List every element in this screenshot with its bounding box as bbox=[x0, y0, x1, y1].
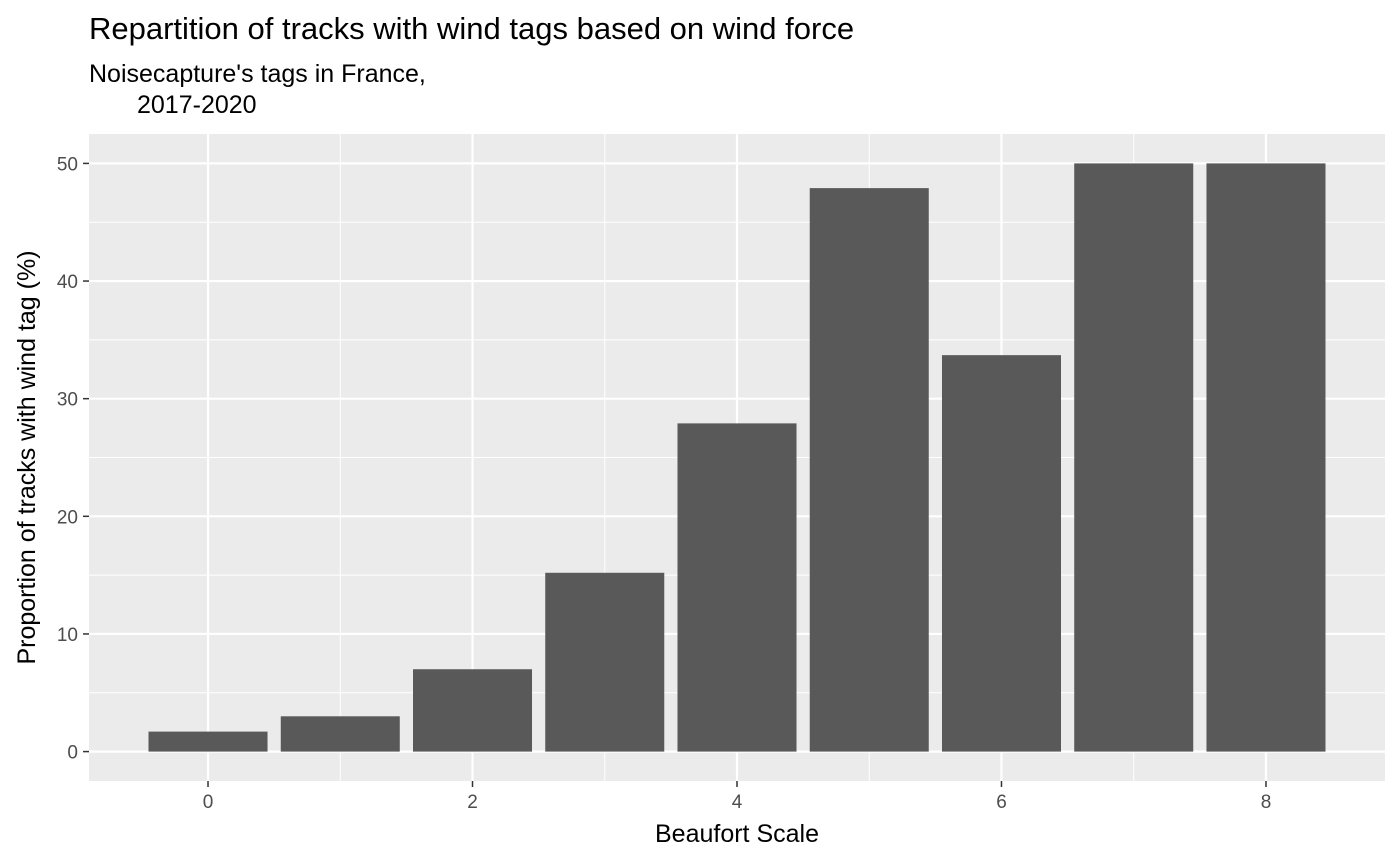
x-tick-label: 8 bbox=[1261, 792, 1272, 813]
y-tick-label: 50 bbox=[57, 154, 78, 175]
y-tick-label: 40 bbox=[57, 272, 78, 293]
bar-beaufort-0 bbox=[148, 731, 268, 752]
y-tick-label: 30 bbox=[57, 390, 78, 411]
bars bbox=[148, 163, 1326, 752]
chart-subtitle-line-1: Noisecapture's tags in France, bbox=[89, 60, 426, 88]
x-axis: 0 2 4 6 8 bbox=[203, 781, 1272, 813]
x-tick-label: 2 bbox=[467, 792, 478, 813]
bar-beaufort-2 bbox=[413, 669, 533, 752]
bar-beaufort-7 bbox=[1074, 163, 1194, 752]
y-axis-title: Proportion of tracks with wind tag (%) bbox=[13, 250, 41, 664]
y-tick-label: 0 bbox=[67, 743, 78, 764]
x-tick-label: 4 bbox=[732, 792, 743, 813]
x-tick-label: 0 bbox=[203, 792, 214, 813]
bar-beaufort-4 bbox=[677, 423, 797, 752]
chart-title: Repartition of tracks with wind tags bas… bbox=[89, 11, 854, 46]
bar-beaufort-1 bbox=[280, 716, 400, 752]
y-axis: 0 10 20 30 40 50 bbox=[57, 154, 89, 764]
bar-beaufort-3 bbox=[545, 572, 665, 752]
x-axis-title: Beaufort Scale bbox=[655, 820, 819, 848]
y-tick-label: 10 bbox=[57, 625, 78, 646]
chart-subtitle-line-2: 2017-2020 bbox=[137, 91, 257, 119]
bar-beaufort-6 bbox=[941, 355, 1061, 752]
y-tick-label: 20 bbox=[57, 507, 78, 528]
bar-beaufort-5 bbox=[809, 188, 929, 752]
x-tick-label: 6 bbox=[996, 792, 1007, 813]
bar-beaufort-8 bbox=[1206, 163, 1326, 752]
